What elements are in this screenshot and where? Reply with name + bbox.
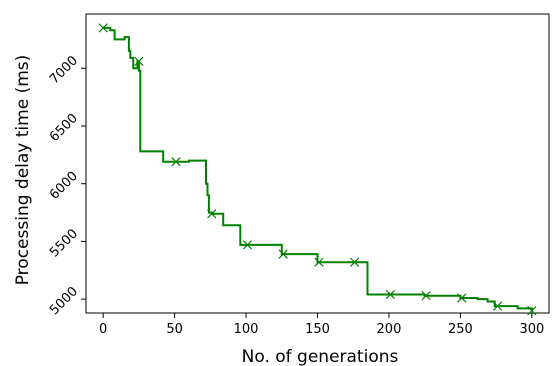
series-line — [103, 26, 533, 311]
data-point-marker — [171, 157, 181, 167]
data-point-marker — [350, 257, 360, 267]
y-tick-label: 5500 — [47, 226, 81, 260]
data-point-marker — [421, 291, 431, 301]
x-tick-label: 200 — [377, 322, 402, 337]
data-point-marker — [527, 306, 537, 316]
x-tick-label: 250 — [448, 322, 473, 337]
x-tick-label: 300 — [519, 322, 544, 337]
y-tick-label: 5000 — [47, 284, 81, 318]
x-tick-label: 50 — [166, 322, 183, 337]
x-tick-label: 100 — [234, 322, 259, 337]
data-point-marker — [134, 56, 144, 66]
data-point-marker — [278, 249, 288, 259]
data-point-marker — [457, 293, 467, 303]
plot-area: 0 50 100 150 200 250 300 5000 5500 6000 6500 7000 — [47, 13, 550, 337]
x-axis-label: No. of generations — [242, 347, 399, 366]
x-tick-label: 150 — [305, 322, 330, 337]
data-point-marker — [242, 240, 253, 250]
y-tick-label: 6500 — [47, 111, 81, 145]
x-tick-label: 0 — [99, 322, 107, 337]
y-tick-label: 7000 — [47, 53, 81, 87]
plot-frame — [85, 13, 550, 314]
data-point-marker — [207, 209, 217, 219]
y-axis-ticks: 5000 5500 6000 6500 7000 — [47, 53, 86, 318]
x-axis-ticks: 0 50 100 150 200 250 300 — [99, 313, 544, 337]
series-markers — [98, 23, 537, 316]
data-point-marker — [385, 289, 396, 300]
y-tick-label: 6000 — [47, 169, 81, 203]
y-axis-label: Processing delay time (ms) — [13, 55, 33, 286]
data-point-marker — [492, 301, 503, 311]
data-point-marker — [314, 257, 324, 267]
data-point-marker — [98, 23, 108, 33]
